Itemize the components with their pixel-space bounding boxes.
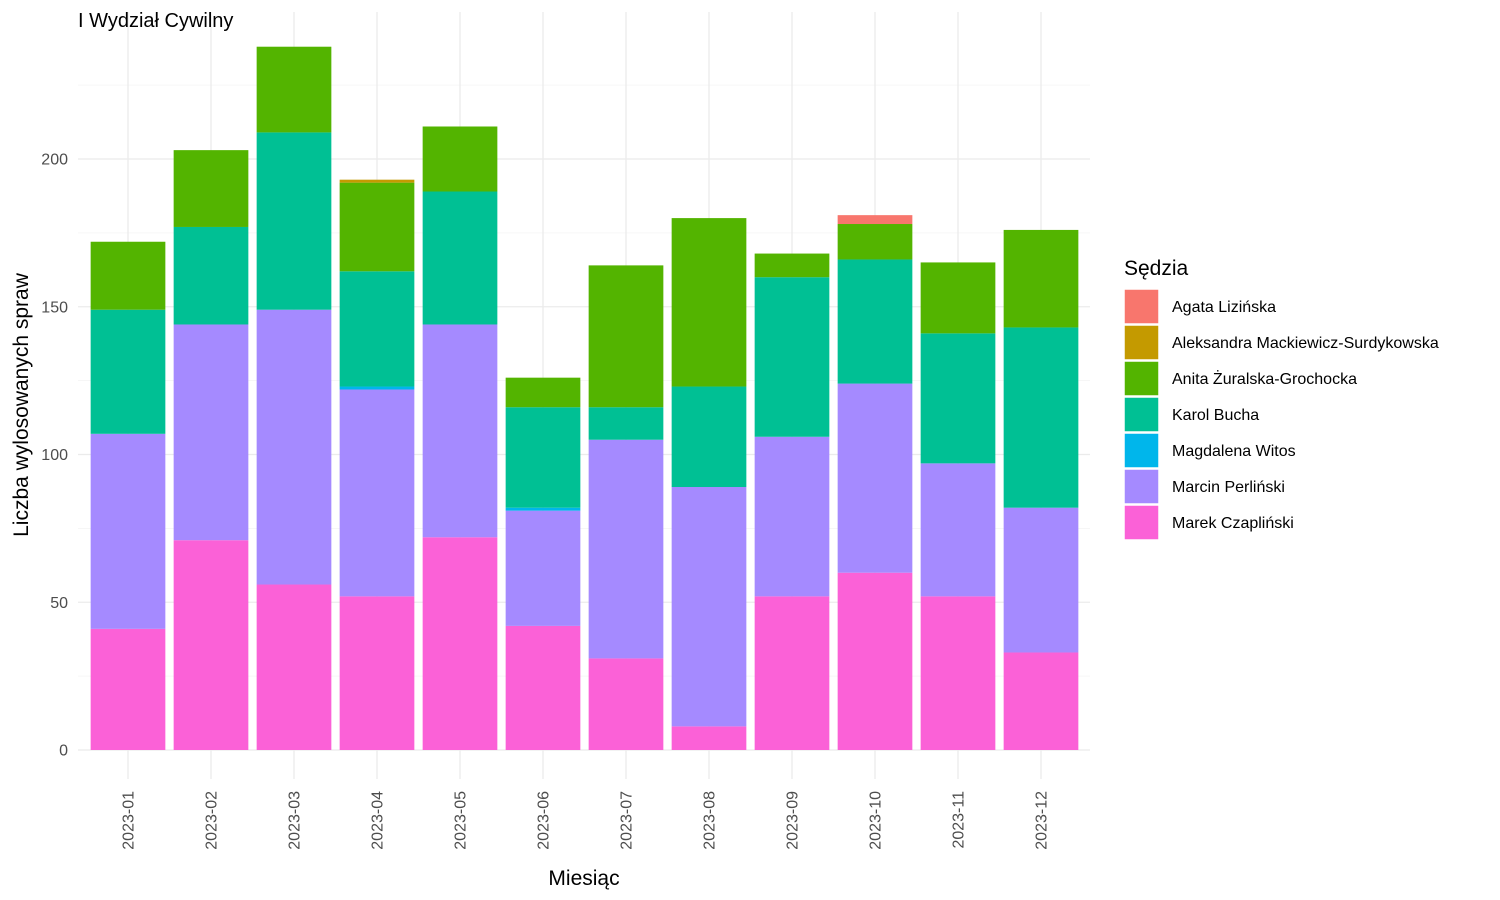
legend-swatch [1123,468,1160,505]
x-tick-label: 2023-04 [370,791,387,850]
x-tick-label: 2023-08 [702,791,719,850]
legend-label: Agata Lizińska [1172,299,1276,316]
y-tick-label: 100 [41,447,68,464]
bar-segment [1003,507,1079,653]
x-axis-title: Miesiąc [548,867,619,890]
bar-segment [339,182,415,272]
bar-segment [339,179,415,183]
legend-swatch [1123,396,1160,433]
y-tick-label: 200 [41,152,68,169]
bar-segment [671,726,747,750]
bar-segment [422,126,498,192]
y-tick-label: 150 [41,299,68,316]
x-tick-label: 2023-02 [204,791,221,850]
bar-segment [339,389,415,597]
bar-segment [505,377,581,408]
bar-segment [339,386,415,390]
y-tick-label: 0 [59,743,68,760]
bar-segment [1003,327,1079,508]
bar-segment [339,596,415,750]
x-tick-label: 2023-01 [121,791,138,850]
bar-segment [90,309,166,434]
bar-segment [588,265,664,408]
legend-swatch [1123,324,1160,361]
bar-segment [588,658,664,750]
y-axis-title: Liczba wylosowanych spraw [10,272,33,537]
x-tick-label: 2023-07 [619,791,636,850]
bar-segment [173,150,249,227]
bar-segment [671,487,747,727]
bar-segment [256,309,332,585]
legend-label: Karol Bucha [1172,407,1259,424]
bar-segment [1003,652,1079,750]
bar-segment [837,383,913,573]
bar-segment [90,241,166,310]
bar-segment [173,226,249,325]
x-axis-tick-labels: 2023-01 2023-02 2023-03 2023-04 2023-05 2023-… [121,791,1051,850]
legend-items: Agata Lizińska Aleksandra Mackiewicz-Surd… [1123,288,1439,541]
bar-segment [339,271,415,387]
bar-segment [837,224,913,260]
legend-label: Anita Żuralska-Grochocka [1172,369,1357,388]
x-tick-label: 2023-05 [453,791,470,850]
bar-segment [256,584,332,750]
bar-segment [505,507,581,511]
bar-segment [173,324,249,541]
chart-title: I Wydział Cywilny [78,10,233,32]
bar-segment [754,436,830,597]
bar-segment [588,439,664,659]
bar-segment [422,324,498,538]
legend-swatch [1123,360,1160,397]
bar-segment [422,537,498,750]
bar-segment [920,596,996,750]
legend-title: Sędzia [1124,257,1189,280]
x-tick-label: 2023-11 [951,791,968,849]
bar-segment [837,215,913,225]
legend-swatch [1123,288,1160,325]
bar-segment [90,433,166,629]
bar-segment [837,572,913,750]
bar-segment [920,463,996,597]
legend-label: Marcin Perliński [1172,479,1285,496]
bar-segment [422,191,498,325]
bar-segment [837,259,913,384]
legend-label: Aleksandra Mackiewicz-Surdykowska [1172,335,1439,352]
x-tick-label: 2023-10 [868,791,885,850]
legend-swatch [1123,504,1160,541]
x-tick-label: 2023-03 [287,791,304,850]
bar-segment [588,407,664,440]
legend-label: Marek Czapliński [1172,515,1294,532]
bar-segment [256,132,332,310]
bar-segment [90,628,166,750]
bars [90,46,1079,750]
bar-segment [754,277,830,437]
x-tick-label: 2023-12 [1034,791,1051,850]
bar-segment [920,262,996,334]
bar-segment [505,625,581,750]
bar-segment [920,333,996,464]
y-tick-label: 50 [50,595,68,612]
legend: Sędzia Agata Lizińska Aleksandra Mackiewi… [1123,257,1439,541]
x-tick-label: 2023-06 [536,791,553,850]
bar-segment [256,46,332,133]
bar-segment [754,253,830,278]
bar-segment [505,510,581,626]
bar-segment [505,407,581,508]
legend-swatch [1123,432,1160,469]
bar-segment [173,540,249,750]
y-axis-tick-labels: 0 50 100 150 200 [41,152,68,760]
bar-segment [754,596,830,750]
bar-segment [671,386,747,488]
bar-segment [671,218,747,387]
bar-segment [1003,229,1079,328]
x-tick-label: 2023-09 [785,791,802,850]
legend-label: Magdalena Witos [1172,443,1296,460]
